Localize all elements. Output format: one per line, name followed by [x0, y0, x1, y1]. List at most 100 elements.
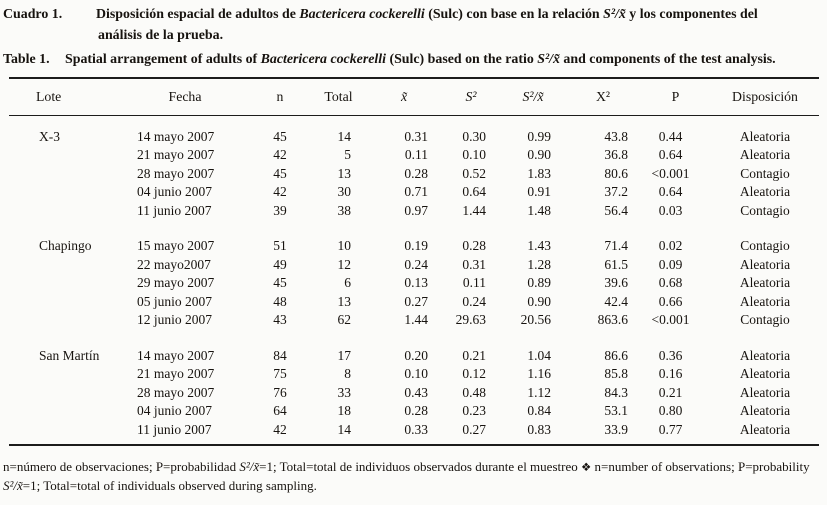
cell-fecha: 28 mayo 2007 [137, 384, 215, 400]
cell-chi2: 85.8 [604, 366, 628, 381]
cell-p: 0.02 [658, 238, 683, 253]
cell-total: 33 [337, 384, 352, 400]
cell-total: 10 [337, 238, 352, 253]
table-row: Chapingo 15 mayo 2007 51 10 0.19 0.28 1.… [9, 237, 819, 256]
cell-chi2: 71.4 [604, 238, 628, 253]
cell-s2-ratio: 1.16 [527, 366, 551, 381]
cell-s2-ratio: 1.48 [527, 202, 551, 218]
cell-disposicion: Aleatoria [739, 147, 791, 162]
cell-chi2: 84.3 [604, 384, 628, 400]
cell-media: 0.20 [404, 347, 428, 363]
cell-p: 0.21 [658, 384, 683, 400]
cell-n: 45 [273, 128, 287, 144]
cell-media: 0.10 [404, 366, 428, 381]
table-row: 11 junio 2007 42 14 0.33 0.27 0.83 33.9 … [9, 421, 819, 446]
cell-total: 6 [344, 275, 351, 290]
cell-lote [9, 421, 121, 446]
cell-s2-ratio: 0.91 [527, 184, 551, 199]
cell-disposicion: Aleatoria [739, 403, 791, 418]
caption-spanish-text-1: Disposición espacial de adultos de [96, 7, 300, 22]
cell-disposicion: Contagio [740, 312, 790, 327]
cell-total: 30 [337, 184, 352, 199]
cell-p: 0.66 [658, 293, 683, 309]
formula-s2-over-xbar: S²/x̃ [3, 477, 23, 493]
table-row: San Martín 14 mayo 2007 84 17 0.20 0.21 … [9, 347, 819, 366]
cell-s2: 0.27 [462, 421, 486, 437]
table-row: 12 junio 2007 43 62 1.44 29.63 20.56 863… [9, 311, 819, 330]
cell-total: 18 [337, 403, 352, 418]
caption-english: Table 1. Spatial arrangement of adults of… [3, 52, 821, 68]
cell-s2-ratio: 20.56 [520, 312, 551, 327]
cell-p: 0.44 [658, 128, 683, 144]
cell-n: 49 [273, 256, 287, 272]
cell-chi2: 86.6 [604, 347, 628, 363]
caption-english-text-1: Spatial arrangement of adults of [65, 52, 261, 67]
cell-lote [9, 183, 121, 202]
column-header-s2-ratio: S²/x̃ [500, 78, 566, 116]
cell-n: 75 [273, 366, 287, 381]
cell-s2-ratio: 0.90 [527, 293, 551, 309]
cell-total: 17 [337, 347, 352, 363]
cell-media: 0.13 [404, 275, 428, 290]
cell-fecha: 14 mayo 2007 [137, 128, 215, 144]
table-row: 04 junio 2007 64 18 0.28 0.23 0.84 53.1 … [9, 402, 819, 421]
cell-fecha: 29 mayo 2007 [137, 275, 215, 290]
footnote-es-text-1: n=número de observaciones; P=probabilida… [3, 459, 240, 474]
cell-p: 0.64 [658, 147, 683, 162]
table-row: 05 junio 2007 48 13 0.27 0.24 0.90 42.4 … [9, 293, 819, 312]
column-header-n: n [249, 78, 311, 116]
cell-n: 64 [273, 403, 287, 418]
cell-chi2: 61.5 [604, 256, 628, 272]
cell-lote [9, 293, 121, 312]
cell-p: 0.16 [658, 366, 683, 381]
cell-media: 0.28 [404, 165, 428, 181]
caption-english-text-3: and components of the test analysis. [559, 52, 776, 67]
cell-disposicion: Aleatoria [739, 256, 791, 272]
table-row: 22 mayo2007 49 12 0.24 0.31 1.28 61.5 0.… [9, 256, 819, 275]
formula-s2-over-xbar: S²/x̃ [603, 7, 626, 22]
column-header-media: x̃ [366, 78, 442, 116]
cell-lote: Chapingo [39, 238, 92, 253]
table-row: X-3 14 mayo 2007 45 14 0.31 0.30 0.99 43… [9, 115, 819, 146]
cell-s2: 0.64 [462, 184, 486, 199]
cell-n: 76 [273, 384, 287, 400]
cell-disposicion: Aleatoria [739, 184, 791, 199]
cell-s2-ratio: 0.89 [527, 275, 551, 290]
cell-media: 0.71 [404, 184, 428, 199]
column-header-disposicion: Disposición [711, 78, 819, 116]
cell-media: 0.24 [404, 256, 428, 272]
caption-english-text-2: (Sulc) based on the ratio [385, 52, 538, 67]
cell-s2: 0.30 [462, 128, 486, 144]
cell-p: <0.001 [651, 312, 690, 327]
footnote: n=número de observaciones; P=probabilida… [3, 458, 821, 494]
cell-chi2: 36.8 [604, 147, 628, 162]
table-row: 21 mayo 2007 75 8 0.10 0.12 1.16 85.8 0.… [9, 365, 819, 384]
cell-chi2: 43.8 [604, 128, 628, 144]
cell-p: 0.64 [658, 184, 683, 199]
cell-lote: San Martín [39, 347, 100, 363]
cell-n: 43 [273, 312, 287, 327]
cell-disposicion: Contagio [740, 202, 790, 218]
cell-total: 62 [337, 312, 352, 327]
cell-fecha: 28 mayo 2007 [137, 165, 215, 181]
cell-s2: 0.52 [462, 165, 486, 181]
cell-s2: 0.23 [462, 403, 486, 418]
cell-n: 48 [273, 293, 287, 309]
table-row: 29 mayo 2007 45 6 0.13 0.11 0.89 39.6 0.… [9, 274, 819, 293]
cell-lote [9, 365, 121, 384]
cell-fecha: 04 junio 2007 [137, 184, 213, 199]
cell-total: 14 [337, 421, 352, 437]
cell-fecha: 22 mayo2007 [137, 256, 211, 272]
cell-media: 0.97 [404, 202, 428, 218]
cell-fecha: 11 junio 2007 [137, 202, 212, 218]
cell-p: <0.001 [651, 165, 690, 181]
cell-s2-ratio: 0.84 [527, 403, 551, 418]
footnote-es-text-2: =1; Total=total de individuos observados… [259, 459, 581, 474]
cell-s2-ratio: 1.43 [527, 238, 551, 253]
cell-chi2: 53.1 [604, 403, 628, 418]
diamond-icon: ❖ [580, 460, 592, 474]
footnote-en-text-2: =1; Total=total of individuals observed … [22, 477, 317, 493]
cell-fecha: 12 junio 2007 [137, 312, 213, 327]
cell-n: 39 [273, 202, 287, 218]
group-spacer [9, 330, 819, 347]
